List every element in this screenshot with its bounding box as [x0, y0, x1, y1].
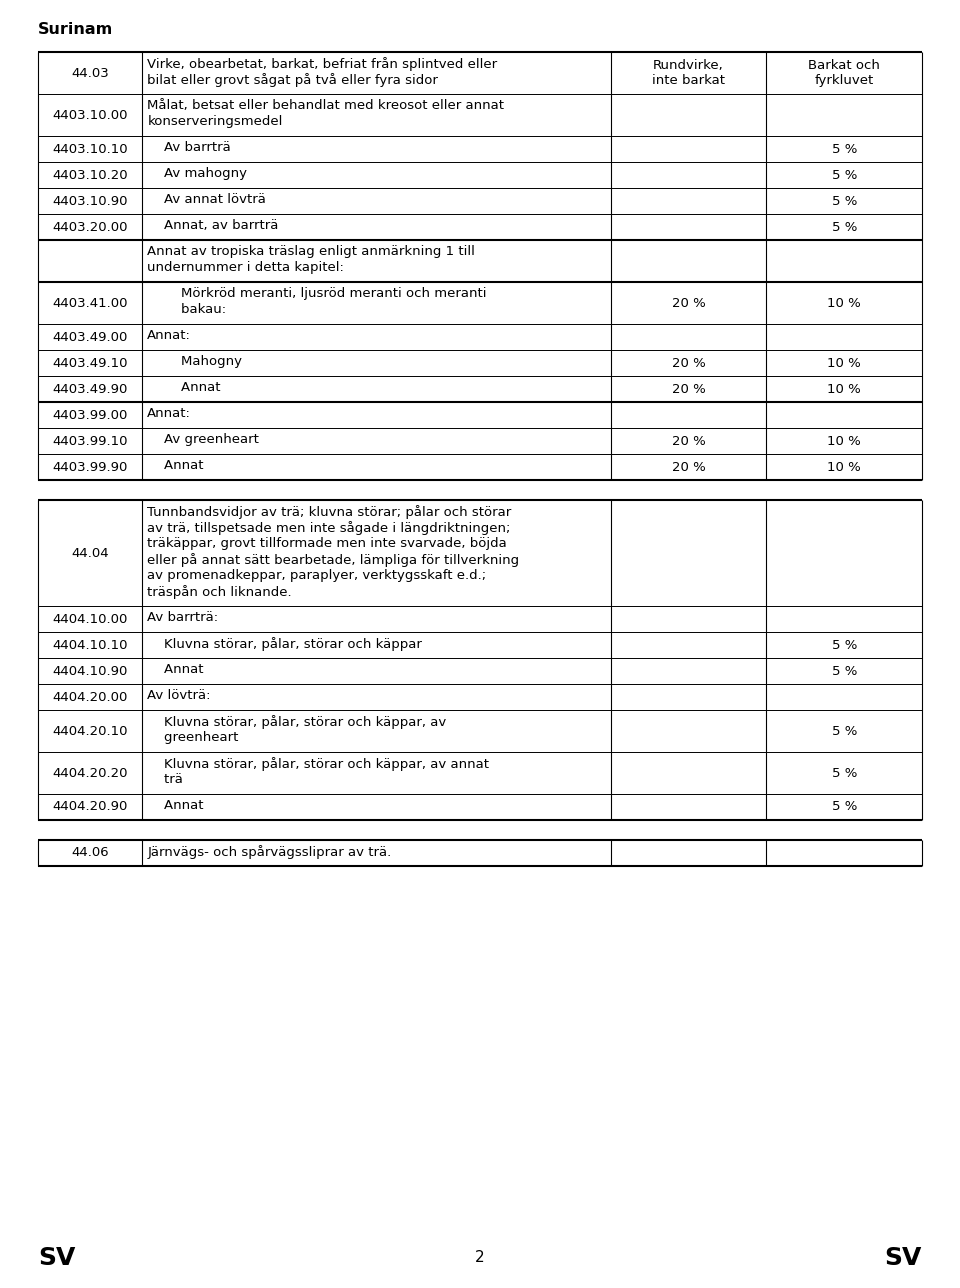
Text: 4403.10.20: 4403.10.20 [53, 169, 128, 182]
Text: undernummer i detta kapitel:: undernummer i detta kapitel: [147, 261, 345, 274]
Text: 5 %: 5 % [831, 801, 857, 814]
Text: träkäppar, grovt tillformade men inte svarvade, böjda: träkäppar, grovt tillformade men inte sv… [147, 537, 507, 550]
Text: SV: SV [38, 1245, 76, 1270]
Text: Av mahogny: Av mahogny [147, 167, 248, 180]
Text: 4404.20.10: 4404.20.10 [53, 725, 128, 738]
Text: 4404.20.20: 4404.20.20 [53, 766, 128, 779]
Text: Annat: Annat [147, 381, 221, 394]
Text: bakau:: bakau: [147, 303, 227, 316]
Text: 5 %: 5 % [831, 194, 857, 207]
Text: 10 %: 10 % [828, 296, 861, 309]
Text: Av annat lövträ: Av annat lövträ [147, 193, 266, 206]
Text: 10 %: 10 % [828, 383, 861, 395]
Text: 4403.20.00: 4403.20.00 [53, 220, 128, 233]
Text: 4403.10.00: 4403.10.00 [53, 108, 128, 121]
Text: 20 %: 20 % [672, 296, 706, 309]
Text: 5 %: 5 % [831, 665, 857, 677]
Text: Annat, av barrträ: Annat, av barrträ [147, 219, 278, 232]
Text: 4403.99.90: 4403.99.90 [53, 461, 128, 474]
Text: trä: trä [147, 773, 183, 786]
Text: Annat: Annat [147, 663, 204, 676]
Text: 4403.99.10: 4403.99.10 [53, 434, 128, 447]
Text: Av greenheart: Av greenheart [147, 433, 259, 446]
Text: 4403.99.00: 4403.99.00 [53, 408, 128, 421]
Text: 20 %: 20 % [672, 434, 706, 447]
Text: 4404.10.10: 4404.10.10 [53, 639, 128, 652]
Text: 44.04: 44.04 [71, 546, 109, 559]
Text: SV: SV [884, 1245, 922, 1270]
Text: Järnvägs- och spårvägssliprar av trä.: Järnvägs- och spårvägssliprar av trä. [147, 845, 392, 859]
Text: 4403.10.10: 4403.10.10 [53, 143, 128, 156]
Text: 4404.10.00: 4404.10.00 [53, 613, 128, 626]
Text: 4403.49.10: 4403.49.10 [53, 357, 128, 370]
Text: 5 %: 5 % [831, 766, 857, 779]
Text: Annat:: Annat: [147, 407, 191, 420]
Text: 10 %: 10 % [828, 357, 861, 370]
Text: Rundvirke,
inte barkat: Rundvirke, inte barkat [652, 59, 725, 88]
Text: bilat eller grovt sågat på två eller fyra sidor: bilat eller grovt sågat på två eller fyr… [147, 73, 438, 88]
Text: Annat: Annat [147, 459, 204, 471]
Text: konserveringsmedel: konserveringsmedel [147, 115, 282, 128]
Text: 4404.10.90: 4404.10.90 [53, 665, 128, 677]
Text: 10 %: 10 % [828, 434, 861, 447]
Text: 2: 2 [475, 1251, 485, 1266]
Text: 4404.20.00: 4404.20.00 [53, 690, 128, 703]
Text: 44.03: 44.03 [71, 67, 109, 80]
Text: eller på annat sätt bearbetade, lämpliga för tillverkning: eller på annat sätt bearbetade, lämpliga… [147, 553, 519, 567]
Text: Annat av tropiska träslag enligt anmärkning 1 till: Annat av tropiska träslag enligt anmärkn… [147, 245, 475, 258]
Text: Målat, betsat eller behandlat med kreosot eller annat: Målat, betsat eller behandlat med kreoso… [147, 99, 504, 112]
Text: Annat:: Annat: [147, 328, 191, 343]
Text: greenheart: greenheart [147, 732, 239, 744]
Text: 4403.49.90: 4403.49.90 [53, 383, 128, 395]
Text: av promenadkeppar, paraplyer, verktygsskaft e.d.;: av promenadkeppar, paraplyer, verktygssk… [147, 569, 487, 582]
Text: 5 %: 5 % [831, 220, 857, 233]
Text: 4403.49.00: 4403.49.00 [53, 331, 128, 344]
Text: 10 %: 10 % [828, 461, 861, 474]
Text: 5 %: 5 % [831, 169, 857, 182]
Text: 20 %: 20 % [672, 383, 706, 395]
Text: 4403.41.00: 4403.41.00 [53, 296, 128, 309]
Text: av trä, tillspetsade men inte sågade i längdriktningen;: av trä, tillspetsade men inte sågade i l… [147, 522, 511, 535]
Text: träspån och liknande.: träspån och liknande. [147, 585, 292, 599]
Text: Mahogny: Mahogny [147, 355, 242, 368]
Text: 44.06: 44.06 [71, 846, 109, 859]
Text: 20 %: 20 % [672, 357, 706, 370]
Text: Barkat och
fyrkluvet: Barkat och fyrkluvet [808, 59, 880, 88]
Text: Annat: Annat [147, 799, 204, 811]
Text: Av lövträ:: Av lövträ: [147, 689, 211, 702]
Text: 5 %: 5 % [831, 639, 857, 652]
Text: Av barrträ: Av barrträ [147, 140, 231, 155]
Text: Virke, obearbetat, barkat, befriat från splintved eller: Virke, obearbetat, barkat, befriat från … [147, 57, 497, 71]
Text: 20 %: 20 % [672, 461, 706, 474]
Text: Tunnbandsvidjor av trä; kluvna störar; pålar och störar: Tunnbandsvidjor av trä; kluvna störar; p… [147, 505, 512, 519]
Text: Kluvna störar, pålar, störar och käppar: Kluvna störar, pålar, störar och käppar [147, 638, 422, 650]
Text: Surinam: Surinam [38, 22, 113, 37]
Text: 5 %: 5 % [831, 725, 857, 738]
Text: Av barrträ:: Av barrträ: [147, 611, 219, 623]
Text: 5 %: 5 % [831, 143, 857, 156]
Text: 4404.20.90: 4404.20.90 [53, 801, 128, 814]
Text: 4403.10.90: 4403.10.90 [53, 194, 128, 207]
Text: Kluvna störar, pålar, störar och käppar, av: Kluvna störar, pålar, störar och käppar,… [147, 715, 446, 729]
Text: Kluvna störar, pålar, störar och käppar, av annat: Kluvna störar, pålar, störar och käppar,… [147, 757, 490, 772]
Text: Mörkröd meranti, ljusröd meranti och meranti: Mörkröd meranti, ljusröd meranti och mer… [147, 287, 487, 300]
